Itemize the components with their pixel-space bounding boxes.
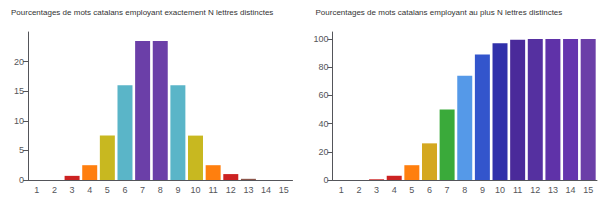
svg-text:15: 15 [583,185,593,195]
svg-text:6: 6 [122,185,127,195]
svg-text:60: 60 [318,90,328,100]
svg-text:11: 11 [513,185,522,195]
svg-text:0: 0 [19,175,24,185]
svg-text:40: 40 [318,119,328,129]
svg-text:13: 13 [548,185,558,195]
svg-text:15: 15 [279,185,289,195]
svg-text:7: 7 [140,185,145,195]
svg-text:5: 5 [19,145,24,155]
svg-text:9: 9 [175,185,180,195]
svg-text:100: 100 [313,34,328,44]
svg-text:3: 3 [70,185,75,195]
svg-text:8: 8 [462,185,467,195]
svg-text:4: 4 [392,185,397,195]
svg-text:14: 14 [566,185,576,195]
svg-text:10: 10 [191,185,201,195]
svg-text:1: 1 [339,185,344,195]
svg-text:3: 3 [374,185,379,195]
svg-text:20: 20 [318,147,328,157]
svg-text:1: 1 [34,185,39,195]
svg-text:11: 11 [208,185,217,195]
svg-text:20: 20 [14,57,24,67]
svg-text:4: 4 [87,185,92,195]
svg-text:80: 80 [318,62,328,72]
svg-text:2: 2 [356,185,361,195]
svg-text:10: 10 [495,185,505,195]
svg-text:0: 0 [323,175,328,185]
svg-text:14: 14 [261,185,271,195]
svg-text:5: 5 [105,185,110,195]
svg-text:15: 15 [14,86,24,96]
svg-text:Pourcentages de mots catalans: Pourcentages de mots catalans employant … [316,8,563,17]
svg-text:10: 10 [14,116,24,126]
svg-text:12: 12 [530,185,540,195]
svg-text:2: 2 [52,185,57,195]
svg-text:6: 6 [427,185,432,195]
svg-text:13: 13 [243,185,253,195]
svg-text:12: 12 [226,185,236,195]
svg-text:9: 9 [480,185,485,195]
svg-text:8: 8 [158,185,163,195]
svg-text:5: 5 [409,185,414,195]
svg-text:7: 7 [445,185,450,195]
svg-text:Pourcentages de mots catalans: Pourcentages de mots catalans employant … [11,8,273,17]
